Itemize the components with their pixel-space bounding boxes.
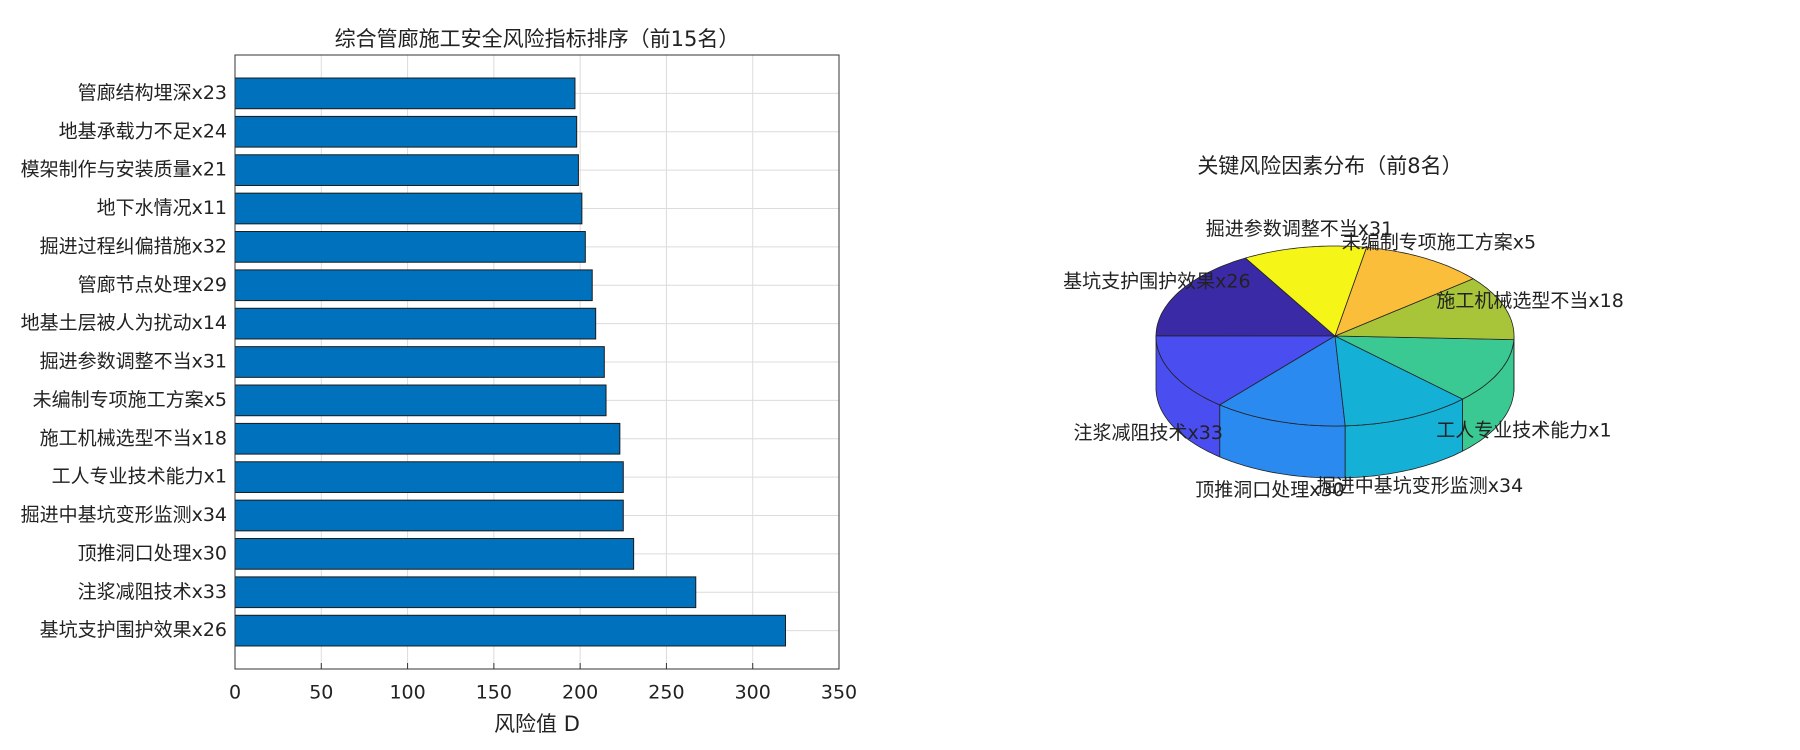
y-tick-label: 工人专业技术能力x1 [52,466,227,488]
bar [234,192,583,225]
bar [234,346,605,378]
x-tick-label: 0 [229,682,241,704]
y-tick-label: 管廊结构埋深x23 [78,82,227,104]
pie-slice [1334,278,1515,341]
pie-slice [1155,257,1337,337]
y-tick-label: 未编制专项施工方案x5 [33,389,227,411]
bar [234,307,597,340]
bar [234,384,607,417]
bar [234,77,576,110]
y-tick-label: 管廊节点处理x29 [78,274,227,296]
pie-label: 掘进中基坑变形监测x34 [1317,475,1523,497]
pie-label: 未编制专项施工方案x5 [1342,231,1536,253]
pie-slice [1334,335,1515,400]
x-axis-label: 风险值 D [494,712,580,736]
bar [234,576,697,609]
bar-title: 综合管廊施工安全风险指标排序（前15名） [335,27,740,51]
y-tick-label: 基坑支护围护效果x26 [40,619,227,641]
y-tick-label: 施工机械选型不当x18 [40,427,227,449]
y-tick-label: 地基土层被人为扰动x14 [21,312,227,334]
x-tick-label: 200 [562,682,598,704]
pie-title: 关键风险因素分布（前8名） [1197,154,1462,178]
bar [234,115,578,148]
x-tick-label: 150 [476,682,512,704]
bar [234,231,586,263]
y-tick-label: 掘进参数调整不当x31 [40,351,227,373]
y-tick-label: 掘进中基坑变形监测x34 [21,504,227,526]
y-tick-label: 注浆减阻技术x33 [78,581,227,603]
x-tick-label: 300 [735,682,771,704]
bar [234,538,635,570]
pie-slice [1218,335,1346,427]
pie-slice [1244,245,1368,337]
pie-slice [1334,335,1464,427]
pie-label: 注浆减阻技术x33 [1074,422,1223,444]
bar [234,461,624,493]
bar [234,154,579,186]
y-tick-label: 顶推洞口处理x30 [78,542,227,564]
x-tick-label: 100 [389,682,425,704]
bar [234,422,621,455]
pie-label: 顶推洞口处理x30 [1195,479,1344,501]
axes-box [234,54,840,670]
pie-slice [1334,246,1474,337]
bar [234,499,624,532]
x-tick-label: 350 [821,682,857,704]
pie-label: 施工机械选型不当x18 [1436,290,1623,312]
y-tick-label: 掘进过程纠偏措施x32 [40,235,227,257]
y-tick-label: 模架制作与安装质量x21 [21,159,227,181]
y-tick-label: 地基承载力不足x24 [59,120,227,142]
y-tick-label: 地下水情况x11 [97,197,227,219]
bar [234,614,787,647]
x-tick-label: 250 [648,682,684,704]
pie-label: 掘进参数调整不当x31 [1206,218,1393,240]
bar [234,269,593,302]
x-tick-label: 50 [309,682,333,704]
pie-slice [1155,335,1337,406]
pie-label: 基坑支护围护效果x26 [1063,270,1250,292]
pie-label: 工人专业技术能力x1 [1436,419,1611,441]
